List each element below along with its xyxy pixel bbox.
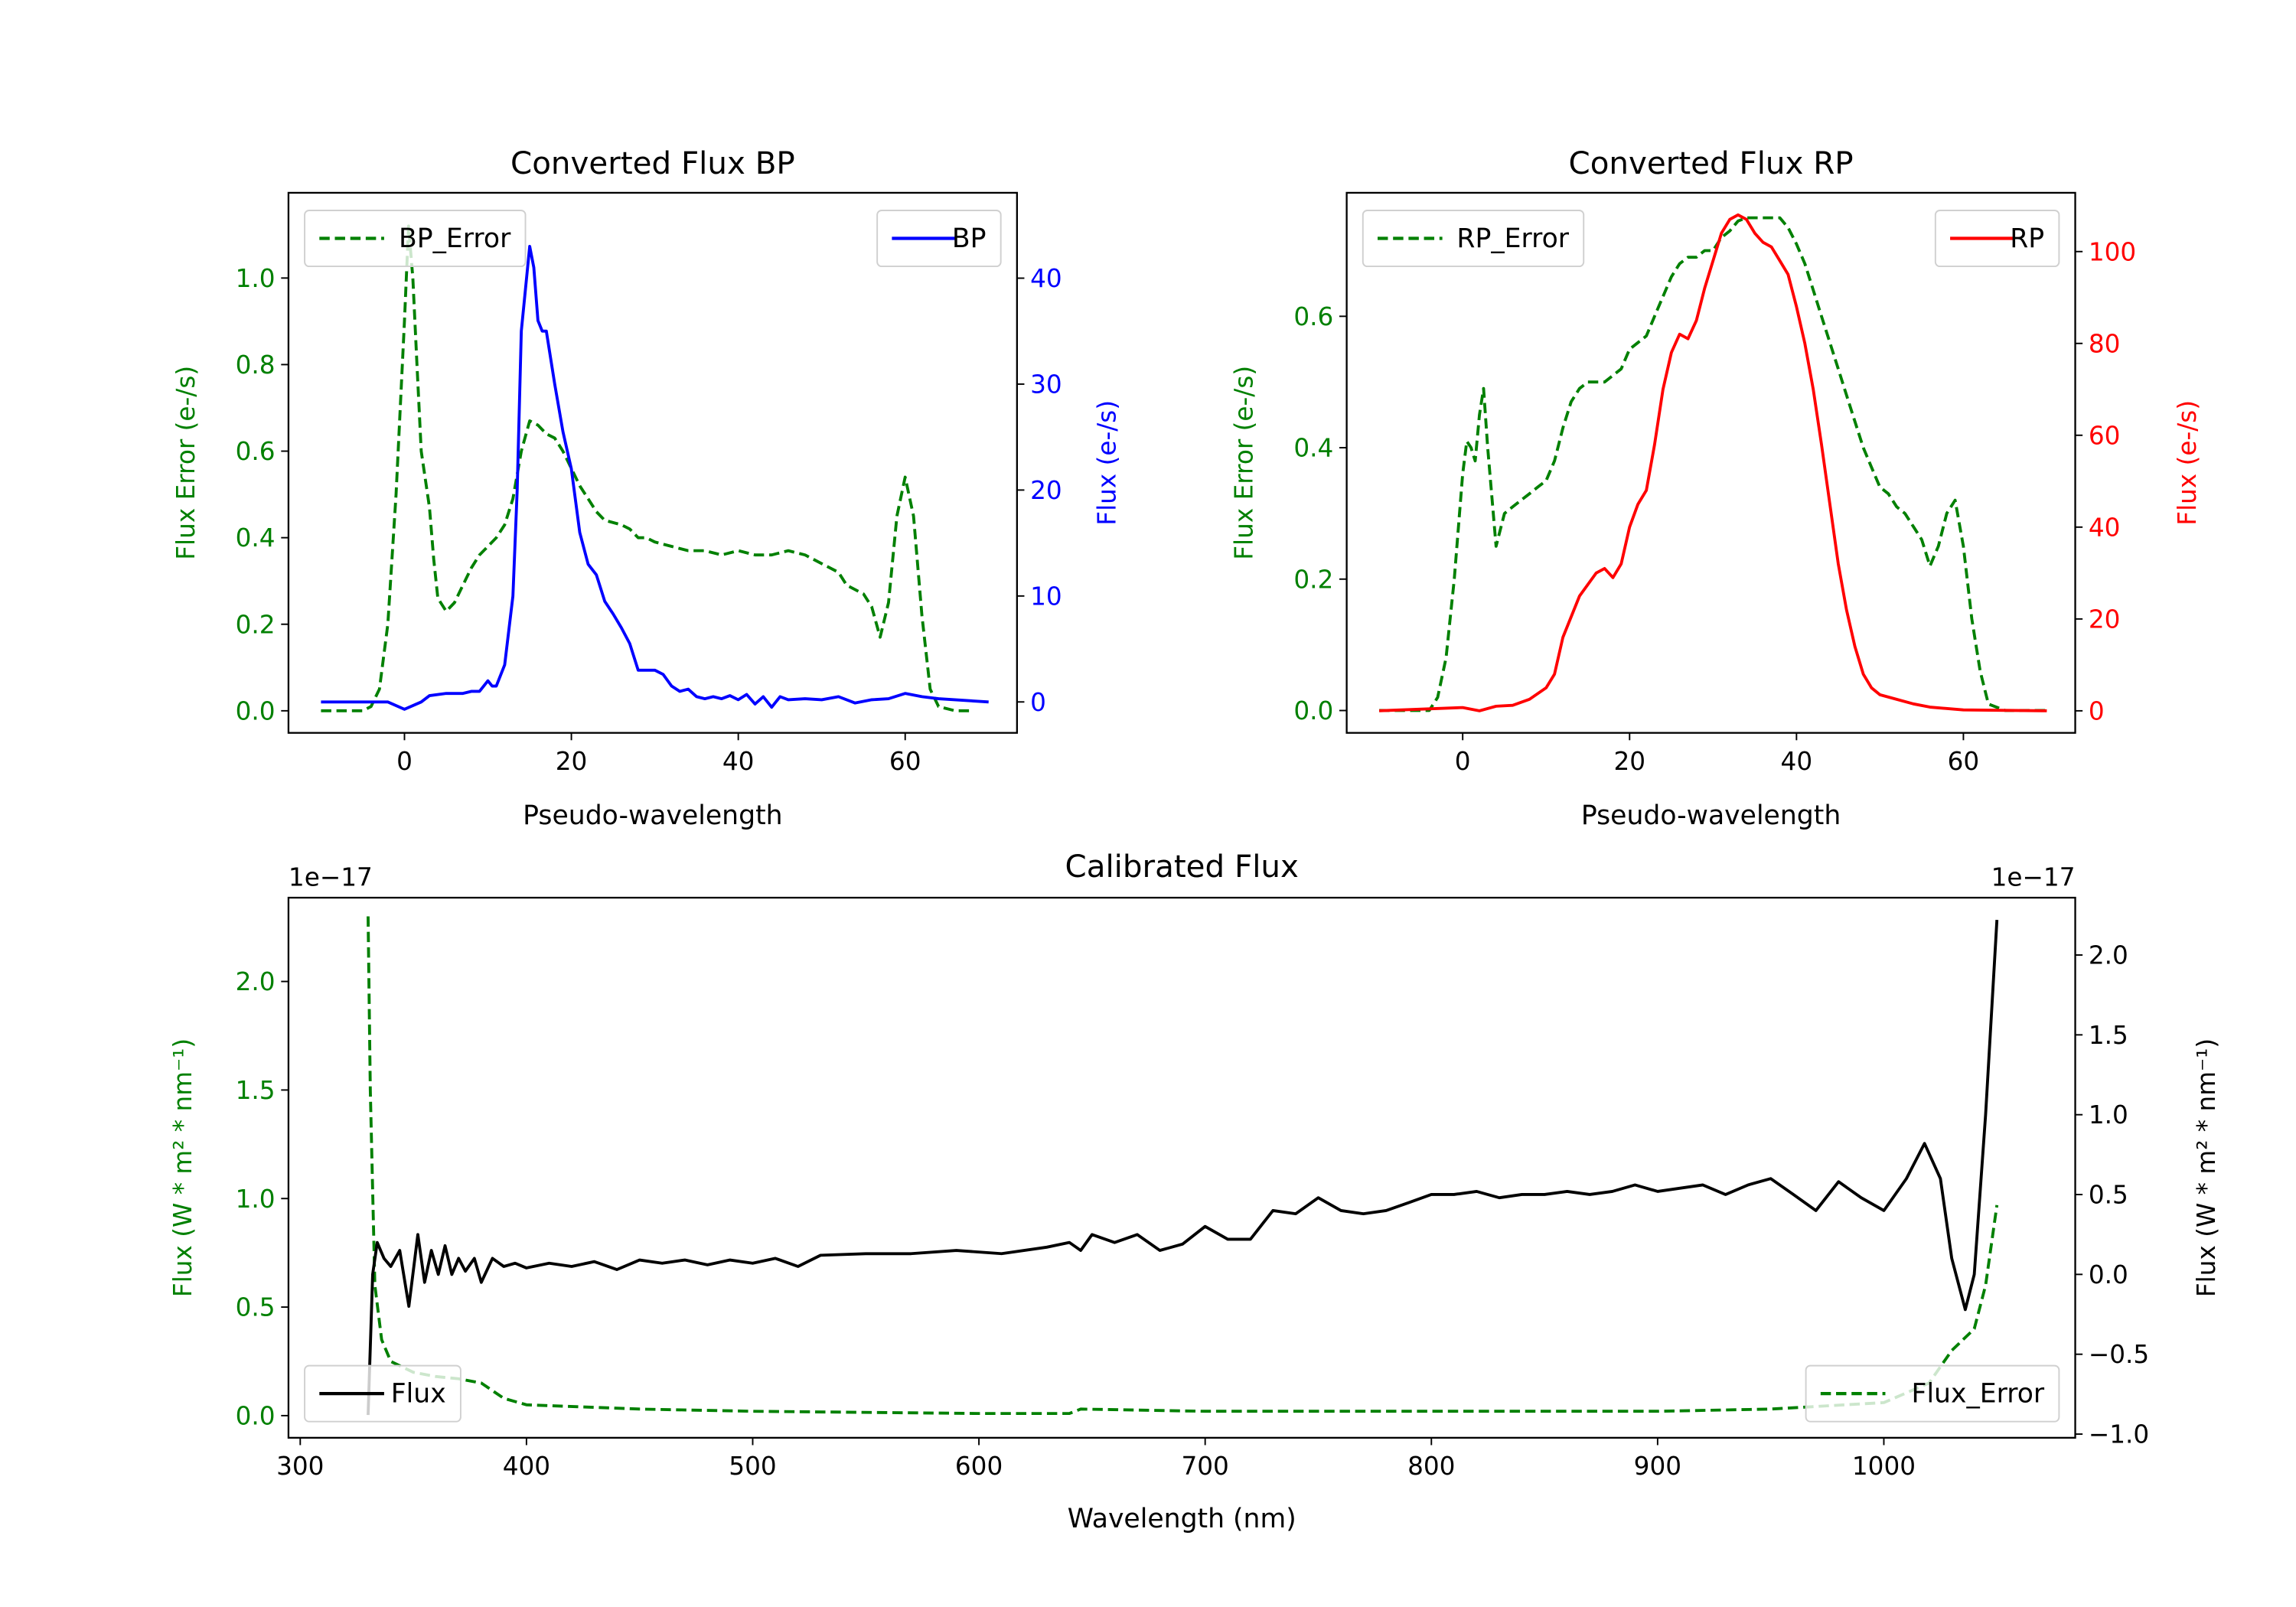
y-axis-label-right: Flux (e-/s) [2173, 400, 2202, 526]
legend-rp-error: RP_Error [1362, 210, 1585, 268]
x-tick-label: 500 [729, 1452, 776, 1481]
x-tick-label: 60 [1948, 747, 1980, 776]
x-axis-label: Pseudo-wavelength [523, 800, 782, 831]
x-tick-label: 800 [1407, 1452, 1455, 1481]
legend-box [1805, 1364, 2060, 1423]
offset-text-right: 1e−17 [1991, 863, 2076, 892]
legend-label: Flux_Error [1912, 1379, 2045, 1410]
series-rp-error-line [1379, 216, 2047, 712]
bp-panel: 0 20 40 60 0.0 0.2 0.4 0.6 0.8 1.0 0 10 20 30 40 Conver… [171, 145, 1122, 831]
legend-label: Flux [391, 1379, 446, 1410]
x-tick-label: 0 [396, 747, 413, 776]
y-tick-label-left: 1.0 [236, 264, 276, 293]
x-tick-label: 600 [955, 1452, 1003, 1481]
series-bp-line [321, 244, 989, 711]
x-tick-label: 40 [1781, 747, 1813, 776]
legend-label: RP_Error [1456, 223, 1569, 254]
y-tick-label-left: 0.4 [1293, 434, 1333, 463]
rp-panel: 0 20 40 60 0.0 0.2 0.4 0.6 0 20 40 60 80 100 Converted… [1230, 145, 2203, 831]
y-tick-label-right: 40 [1030, 264, 1062, 293]
legend-flux: Flux [304, 1364, 461, 1423]
legend-bp: BP [876, 210, 1002, 268]
offset-text-left: 1e−17 [289, 863, 373, 892]
chart-title: Converted Flux BP [510, 145, 795, 181]
y-tick-label-right: 1.5 [2089, 1021, 2128, 1050]
y-tick-label-left: 1.5 [236, 1076, 276, 1105]
x-tick-label: 40 [722, 747, 755, 776]
x-tick-label: 900 [1634, 1452, 1681, 1481]
y-tick-label-right: 0 [2089, 696, 2105, 725]
legend-box [304, 210, 527, 268]
legend-label: BP_Error [399, 223, 511, 254]
series-rp-line [1379, 213, 2047, 712]
y-tick-label-right: 20 [2089, 605, 2121, 634]
y-tick-label-right: 60 [2089, 421, 2121, 450]
y-tick-label-left: 0.5 [236, 1293, 276, 1322]
axes-frame [287, 896, 2076, 1439]
y-tick-label-left: 0.0 [1293, 696, 1333, 725]
y-axis-label-left: Flux (W * m² * nm⁻¹) [168, 1038, 197, 1297]
y-tick-label-left: 0.6 [1293, 302, 1333, 331]
x-tick-label: 400 [503, 1452, 550, 1481]
y-tick-label-left: 0.0 [236, 1401, 276, 1430]
y-tick-label-left: 0.8 [236, 350, 276, 380]
y-tick-label-left: 0.6 [236, 437, 276, 466]
x-axis-label: Wavelength (nm) [1068, 1504, 1296, 1534]
x-tick-label: 60 [889, 747, 921, 776]
y-tick-label-left: 1.0 [236, 1185, 276, 1214]
x-tick-label: 300 [276, 1452, 324, 1481]
calibrated-panel: 300 400 500 600 700 800 900 1000 0.0 0.5 1.0 1.5 2.0… [168, 849, 2221, 1534]
y-tick-label-right: 40 [2089, 513, 2121, 542]
chart-title: Converted Flux RP [1569, 145, 1854, 181]
y-tick-label-right: 10 [1030, 582, 1062, 611]
y-axis-label-right: Flux (W * m² * nm⁻¹) [2192, 1038, 2221, 1297]
y-tick-label-right: 20 [1030, 476, 1062, 505]
x-tick-label: 20 [556, 747, 588, 776]
y-tick-label-right: −1.0 [2089, 1420, 2149, 1449]
y-tick-label-right: 2.0 [2089, 941, 2128, 970]
legend-bp-error: BP_Error [304, 210, 527, 268]
legend-label: RP [2010, 223, 2044, 254]
y-tick-label-left: 0.4 [236, 523, 276, 553]
y-tick-label-right: 80 [2089, 329, 2121, 358]
chart-title: Calibrated Flux [1065, 849, 1299, 885]
legend-label: BP [952, 223, 987, 254]
axes-frame [287, 191, 1018, 734]
y-tick-label-right: 100 [2089, 237, 2136, 266]
y-tick-label-right: 30 [1030, 370, 1062, 399]
axes-frame [1345, 191, 2076, 734]
y-tick-label-right: 0.5 [2089, 1181, 2128, 1210]
x-axis-label: Pseudo-wavelength [1581, 800, 1841, 831]
x-tick-label: 1000 [1852, 1452, 1916, 1481]
legend-flux-error: Flux_Error [1805, 1364, 2060, 1423]
y-tick-label-right: −0.5 [2089, 1340, 2149, 1369]
series-flux-line [367, 920, 1999, 1416]
y-tick-label-left: 0.2 [1293, 565, 1333, 594]
y-tick-label-left: 0.0 [236, 696, 276, 725]
series-flux-error-line [367, 916, 1999, 1416]
y-axis-label-right: Flux (e-/s) [1093, 400, 1122, 526]
legend-rp: RP [1934, 210, 2060, 268]
series-bp-error-line [321, 224, 973, 712]
y-axis-label-left: Flux Error (e-/s) [171, 366, 201, 560]
y-tick-label-left: 0.2 [236, 610, 276, 639]
y-axis-label-left: Flux Error (e-/s) [1230, 366, 1259, 560]
y-tick-label-right: 0 [1030, 688, 1046, 717]
y-tick-label-right: 0.0 [2089, 1260, 2128, 1289]
y-tick-label-right: 1.0 [2089, 1100, 2128, 1129]
y-tick-label-left: 2.0 [236, 967, 276, 996]
x-tick-label: 0 [1455, 747, 1471, 776]
x-tick-label: 20 [1613, 747, 1645, 776]
x-tick-label: 700 [1181, 1452, 1228, 1481]
legend-box [1362, 210, 1585, 268]
